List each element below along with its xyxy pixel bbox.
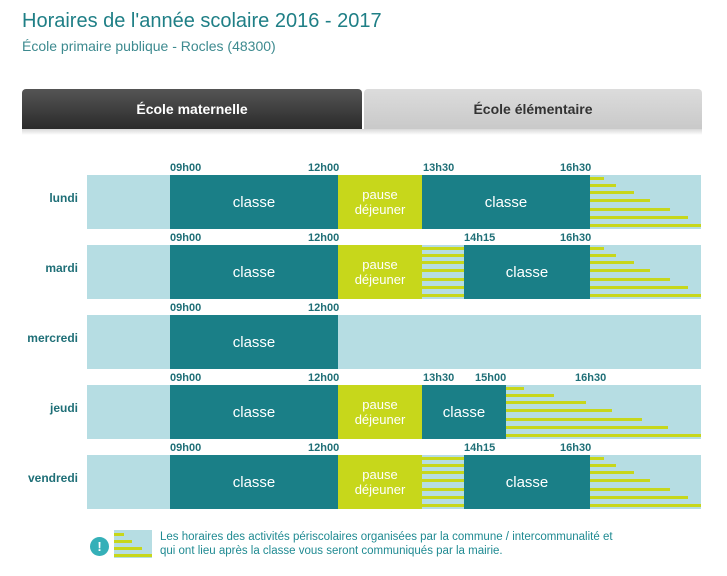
day-timeline: classe pause déjeuner classe <box>87 175 701 229</box>
time-label: 16h30 <box>575 372 607 384</box>
note-line-2: qui ont lieu après la classe vous seront… <box>160 545 503 557</box>
class-block: classe <box>422 175 590 229</box>
day-timeline: classe pause déjeuner classe <box>87 385 701 439</box>
time-label: 16h30 <box>560 162 592 174</box>
lunch-break-block: pause déjeuner <box>338 385 422 439</box>
day-label: mercredi <box>27 331 78 345</box>
time-label: 13h30 <box>423 162 455 174</box>
tab-divider <box>22 129 702 135</box>
periscolaire-stripes <box>590 455 701 509</box>
class-block: classe <box>464 455 590 509</box>
time-label: 16h30 <box>560 232 592 244</box>
periscolaire-stripes <box>422 245 464 299</box>
time-label: 14h15 <box>464 442 496 454</box>
dejeuner-label: déjeuner <box>354 272 406 287</box>
class-block: classe <box>170 175 338 229</box>
class-block: classe <box>170 385 338 439</box>
periscolaire-stripes <box>422 455 464 509</box>
lunch-break-block: pause déjeuner <box>338 175 422 229</box>
schedule-row-vendredi: 09h00 12h00 14h15 16h30 vendredi classe … <box>0 440 727 510</box>
pause-label: pause <box>362 257 398 272</box>
schedule-row-jeudi: 09h00 12h00 13h30 15h00 16h30 jeudi clas… <box>0 370 727 440</box>
periscolaire-note: Les horaires des activités périscolaires… <box>160 530 660 558</box>
school-subtitle: École primaire publique - Rocles (48300) <box>22 38 276 54</box>
periscolaire-stripes <box>590 175 701 229</box>
time-label: 12h00 <box>308 302 340 314</box>
time-label: 12h00 <box>308 442 340 454</box>
day-timeline: classe pause déjeuner classe <box>87 245 701 299</box>
time-label: 12h00 <box>308 372 340 384</box>
dejeuner-label: déjeuner <box>354 482 406 497</box>
time-label: 12h00 <box>308 232 340 244</box>
dejeuner-label: déjeuner <box>354 412 406 427</box>
pause-label: pause <box>362 187 398 202</box>
info-icon: ! <box>90 537 109 556</box>
day-timeline: classe pause déjeuner classe <box>87 455 701 509</box>
lunch-break-block: pause déjeuner <box>338 455 422 509</box>
day-label: jeudi <box>49 401 78 415</box>
periscolaire-legend-swatch <box>114 530 152 558</box>
class-block: classe <box>170 315 338 369</box>
dejeuner-label: déjeuner <box>354 202 406 217</box>
page-title: Horaires de l'année scolaire 2016 - 2017 <box>22 10 382 32</box>
time-label: 09h00 <box>170 442 202 454</box>
class-block: classe <box>170 245 338 299</box>
day-label: vendredi <box>27 471 78 485</box>
time-label: 09h00 <box>170 372 202 384</box>
time-label: 09h00 <box>170 232 202 244</box>
time-label: 09h00 <box>170 302 202 314</box>
class-block: classe <box>464 245 590 299</box>
schedule-row-mercredi: 09h00 12h00 mercredi classe <box>0 300 727 370</box>
pause-label: pause <box>362 467 398 482</box>
tab-ecole-elementaire[interactable]: École élémentaire <box>364 89 702 129</box>
schedule-row-lundi: 09h00 12h00 13h30 16h30 lundi classe pau… <box>0 160 727 230</box>
day-label: lundi <box>49 191 78 205</box>
time-label: 12h00 <box>308 162 340 174</box>
lunch-break-block: pause déjeuner <box>338 245 422 299</box>
tab-ecole-maternelle[interactable]: École maternelle <box>22 89 362 129</box>
note-line-1: Les horaires des activités périscolaires… <box>160 531 613 543</box>
pause-label: pause <box>362 397 398 412</box>
periscolaire-stripes <box>590 245 701 299</box>
time-label: 14h15 <box>464 232 496 244</box>
day-timeline: classe <box>87 315 701 369</box>
time-label: 15h00 <box>475 372 507 384</box>
schedule-row-mardi: 09h00 12h00 14h15 16h30 mardi classe pau… <box>0 230 727 300</box>
class-block: classe <box>170 455 338 509</box>
day-label: mardi <box>45 261 78 275</box>
time-label: 16h30 <box>560 442 592 454</box>
class-block: classe <box>422 385 506 439</box>
time-label: 13h30 <box>423 372 455 384</box>
periscolaire-stripes <box>506 385 701 439</box>
time-label: 09h00 <box>170 162 202 174</box>
